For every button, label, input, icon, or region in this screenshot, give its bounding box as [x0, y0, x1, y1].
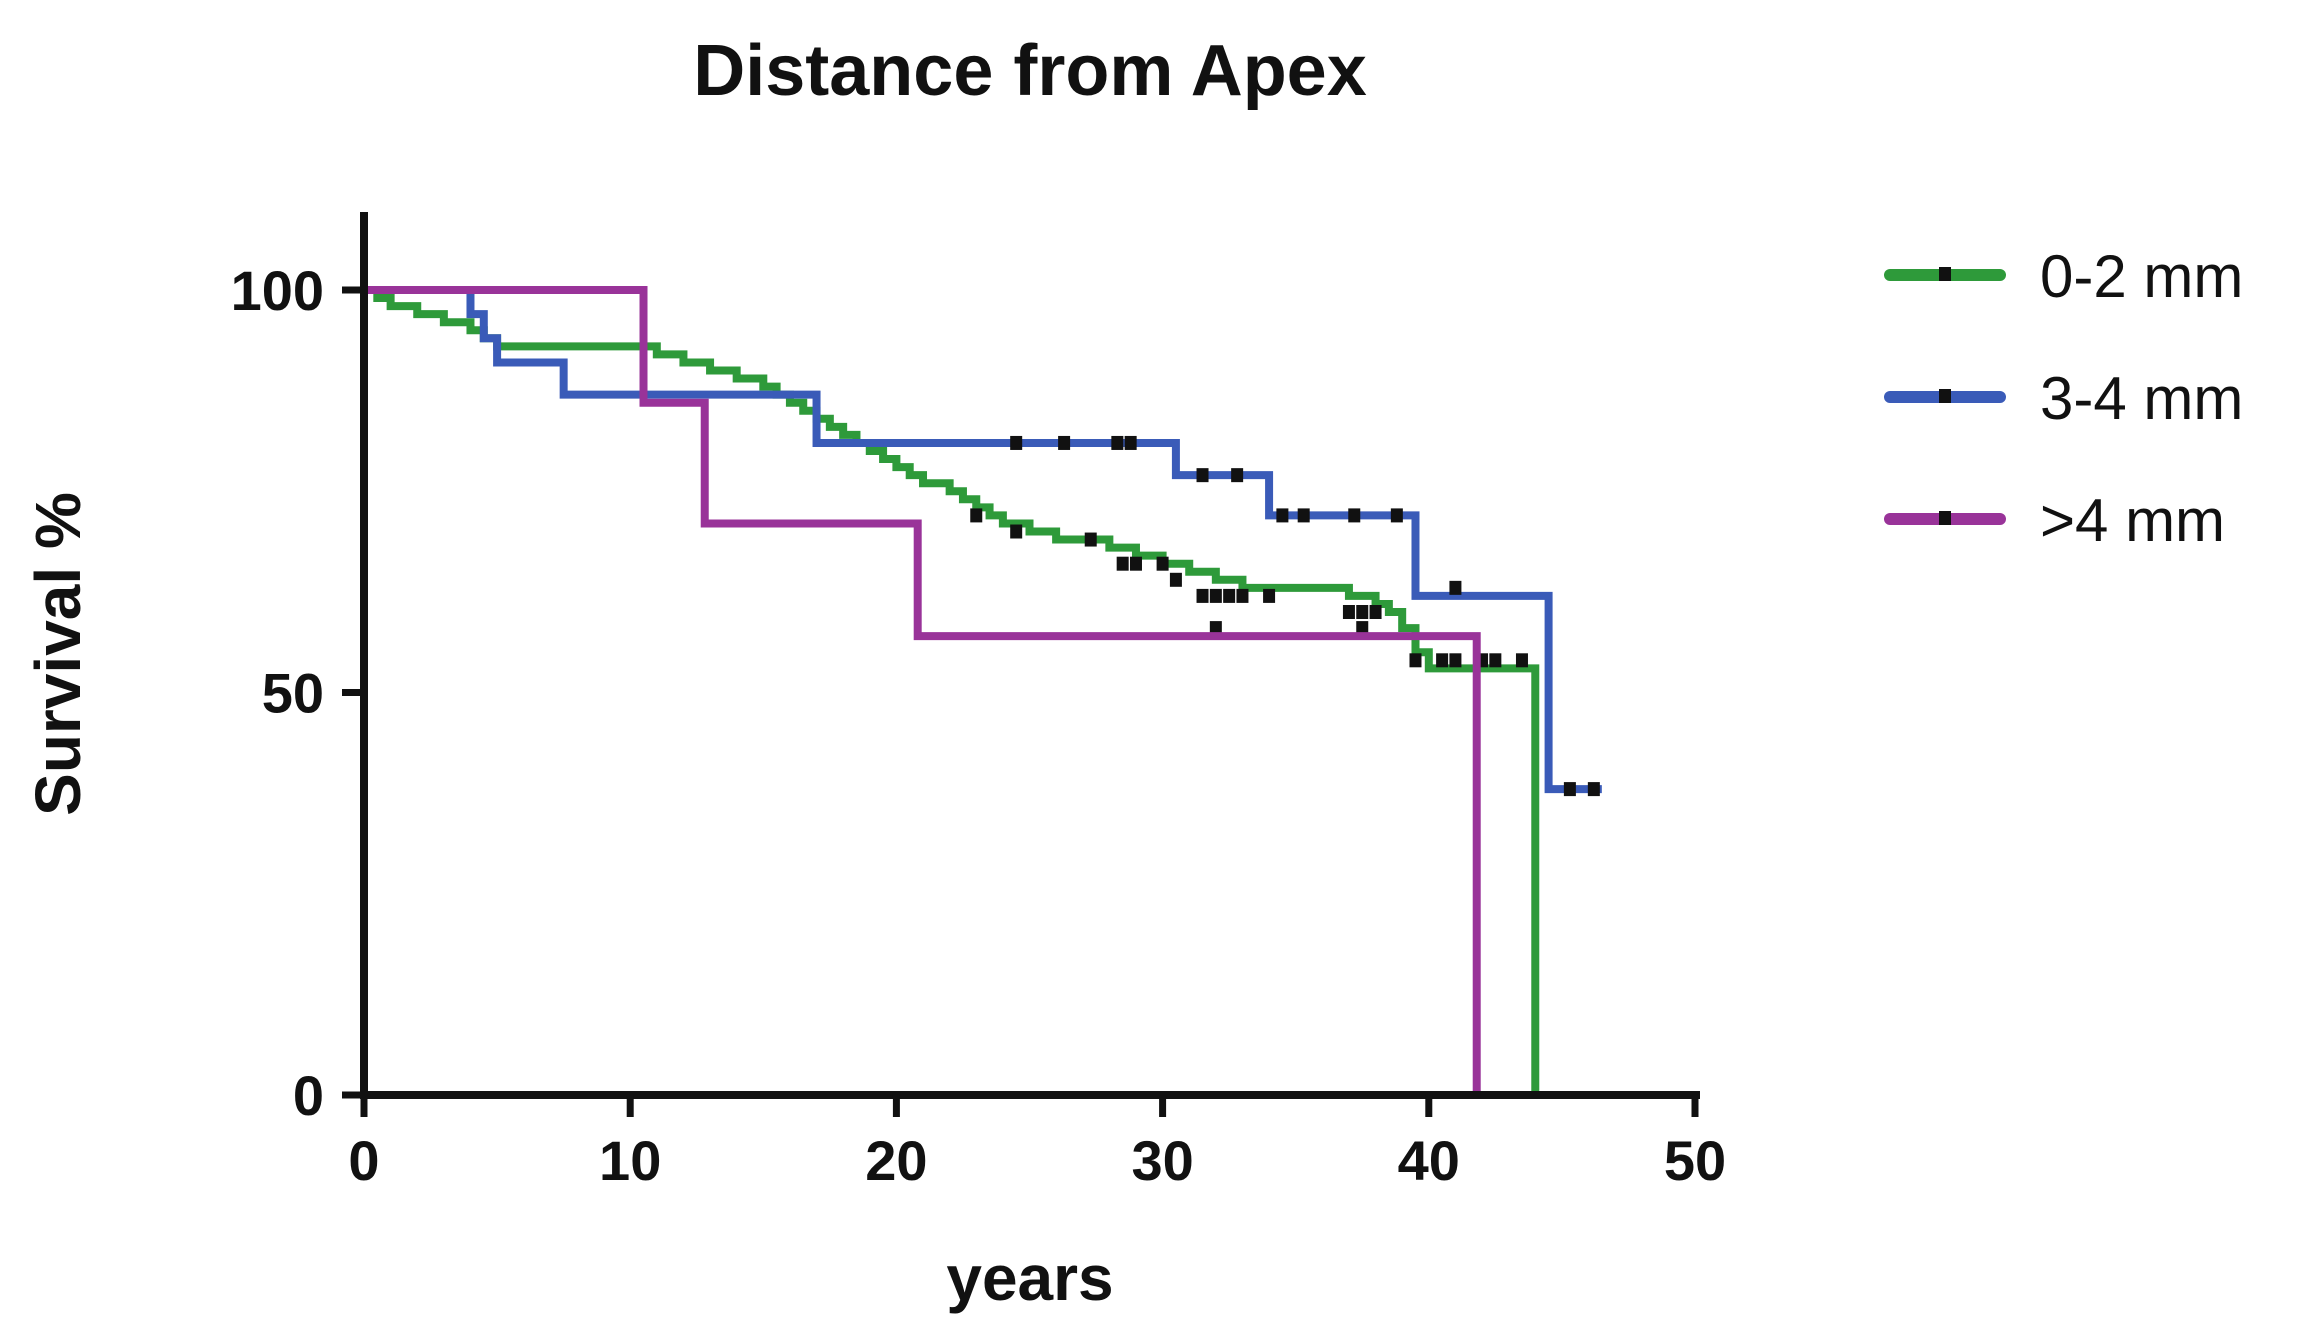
x-axis-label: years [946, 1242, 1113, 1314]
x-tick-label-5: 50 [1664, 1129, 1726, 1192]
censor-mark-0-15 [1209, 621, 1222, 636]
censor-mark-0-4 [1129, 556, 1142, 571]
censor-mark-1-3 [1124, 435, 1137, 450]
censor-mark-1-6 [1276, 508, 1289, 523]
x-tick-label-4: 40 [1398, 1129, 1460, 1192]
legend-marker-0 [1939, 267, 1951, 281]
chart-title: Distance from Apex [693, 31, 1367, 111]
y-axis-label: Survival % [22, 492, 94, 816]
censor-mark-0-16 [1356, 621, 1369, 636]
censor-mark-0-13 [1356, 605, 1369, 619]
censor-mark-0-6 [1169, 572, 1182, 587]
series-layer [364, 286, 1602, 1095]
censor-mark-1-1 [1058, 435, 1071, 450]
censor-mark-0-11 [1263, 588, 1276, 603]
censor-mark-0-18 [1436, 653, 1449, 668]
censor-mark-1-10 [1449, 580, 1462, 595]
series-line-2 [364, 286, 1481, 1095]
censor-mark-0-19 [1449, 653, 1462, 668]
legend-label-1: 3-4 mm [2040, 365, 2243, 432]
censor-mark-1-5 [1231, 468, 1244, 483]
censor-mark-0-7 [1196, 588, 1209, 603]
censor-mark-0-17 [1409, 653, 1422, 668]
legend-label-2: >4 mm [2040, 487, 2225, 554]
x-tick-label-1: 10 [599, 1129, 661, 1192]
censor-mark-0-1 [1010, 524, 1023, 539]
y-tick-label-1: 50 [262, 662, 324, 725]
legend-marker-2 [1939, 511, 1951, 525]
censor-mark-1-7 [1297, 508, 1310, 523]
censor-mark-0-21 [1489, 653, 1502, 668]
censor-mark-0-0 [970, 508, 983, 523]
y-tick-label-2: 100 [231, 259, 324, 322]
censor-mark-0-8 [1209, 588, 1222, 603]
censor-mark-0-14 [1369, 605, 1382, 619]
series-line-1 [364, 286, 1602, 794]
censor-mark-1-9 [1390, 508, 1403, 523]
censor-mark-1-0 [1010, 435, 1023, 450]
legend: 0-2 mm 3-4 mm >4 mm [1884, 243, 2243, 554]
censor-mark-1-12 [1587, 782, 1600, 797]
censor-mark-0-9 [1223, 588, 1236, 603]
series-line-0 [364, 286, 1540, 1095]
censor-mark-0-12 [1342, 605, 1355, 619]
y-tick-label-0: 0 [293, 1064, 324, 1127]
censor-mark-1-8 [1348, 508, 1361, 523]
censor-mark-1-11 [1563, 782, 1576, 797]
censor-mark-0-3 [1116, 556, 1129, 571]
x-tick-label-3: 30 [1131, 1129, 1193, 1192]
legend-label-0: 0-2 mm [2040, 243, 2243, 310]
x-tick-label-0: 0 [348, 1129, 379, 1192]
censor-mark-1-4 [1196, 468, 1209, 483]
ticks-layer: 0 10 20 30 40 50 0 50 100 [231, 259, 1727, 1192]
censor-mark-0-10 [1236, 588, 1249, 603]
censor-mark-0-5 [1156, 556, 1169, 571]
legend-marker-1 [1939, 389, 1951, 403]
x-tick-label-2: 20 [865, 1129, 927, 1192]
plot-area: 0 10 20 30 40 50 0 50 100 [231, 212, 1727, 1192]
censor-mark-0-2 [1084, 532, 1097, 547]
censor-mark-1-2 [1111, 435, 1124, 450]
censor-mark-0-22 [1515, 653, 1528, 668]
